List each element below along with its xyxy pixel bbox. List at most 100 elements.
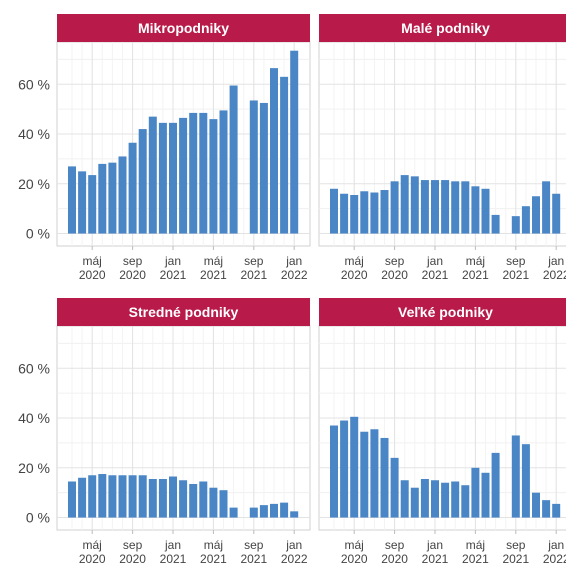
x-tick-label-line: máj bbox=[204, 254, 223, 268]
bar bbox=[552, 503, 561, 518]
panel-header bbox=[319, 298, 566, 326]
y-tick-label: 40 % bbox=[18, 126, 50, 142]
x-tick-label-line: sep bbox=[244, 254, 264, 268]
bar bbox=[400, 175, 409, 234]
bar bbox=[128, 142, 137, 234]
x-tick-label: sep 2021 bbox=[240, 254, 267, 282]
x-tick-label: máj 2020 bbox=[79, 538, 106, 566]
x-tick-label: jan 2021 bbox=[422, 254, 449, 282]
bar bbox=[270, 503, 278, 518]
bar bbox=[451, 481, 460, 518]
x-tick-label-line: jan bbox=[426, 538, 443, 552]
bar bbox=[350, 416, 359, 518]
bar bbox=[179, 480, 188, 518]
y-tick-label: 0 % bbox=[26, 510, 50, 526]
x-tick-label-line: 2020 bbox=[341, 552, 368, 566]
x-tick-label-line: 2020 bbox=[119, 268, 146, 282]
bar bbox=[431, 180, 439, 234]
x-tick-label-line: 2020 bbox=[79, 268, 106, 282]
bar bbox=[461, 485, 470, 518]
x-tick-label-line: 2021 bbox=[462, 552, 489, 566]
x-tick-label-line: jan bbox=[426, 254, 443, 268]
panel-title: Veľké podniky bbox=[398, 304, 493, 320]
x-tick-label-line: 2022 bbox=[281, 552, 308, 566]
bar bbox=[98, 163, 107, 234]
bar bbox=[68, 166, 76, 234]
x-tick-label-line: jan bbox=[164, 254, 181, 268]
bar bbox=[380, 437, 389, 518]
bar bbox=[390, 181, 399, 234]
bar bbox=[471, 186, 480, 234]
bar bbox=[280, 502, 289, 518]
x-tick-label: máj 2021 bbox=[200, 538, 227, 566]
panel-header bbox=[319, 14, 566, 42]
x-tick-label-line: 2021 bbox=[160, 268, 187, 282]
y-tick-label: 40 % bbox=[18, 410, 50, 426]
x-tick-label-line: máj bbox=[345, 254, 364, 268]
bar bbox=[481, 472, 490, 518]
bar bbox=[280, 76, 289, 234]
panel-title: Stredné podniky bbox=[129, 304, 239, 320]
x-tick-label-line: sep bbox=[506, 538, 526, 552]
x-tick-label: sep 2020 bbox=[119, 254, 146, 282]
bar bbox=[270, 68, 278, 234]
x-tick-label: sep 2021 bbox=[502, 254, 529, 282]
bar bbox=[481, 188, 490, 234]
x-tick-label: máj 2020 bbox=[341, 254, 368, 282]
bar bbox=[410, 176, 419, 234]
x-tick-label-line: 2020 bbox=[79, 552, 106, 566]
x-tick-label: máj 2020 bbox=[79, 254, 106, 282]
bar bbox=[521, 206, 530, 234]
bar bbox=[290, 511, 299, 518]
x-tick-label-line: 2021 bbox=[462, 268, 489, 282]
x-tick-label-line: 2021 bbox=[502, 552, 529, 566]
x-tick-label-line: 2021 bbox=[200, 552, 227, 566]
x-tick-label: sep 2020 bbox=[119, 538, 146, 566]
bar bbox=[420, 180, 429, 234]
x-tick-label-line: jan bbox=[547, 254, 564, 268]
bar bbox=[118, 156, 127, 234]
bar bbox=[290, 50, 299, 234]
x-tick-label-line: 2021 bbox=[422, 268, 449, 282]
bar bbox=[330, 188, 338, 234]
bar bbox=[179, 117, 188, 234]
x-tick-label-line: máj bbox=[466, 538, 485, 552]
bar bbox=[370, 429, 379, 518]
x-tick-label-line: máj bbox=[345, 538, 364, 552]
x-tick-label-line: 2022 bbox=[543, 268, 566, 282]
y-tick-label: 60 % bbox=[18, 360, 50, 376]
bar bbox=[158, 479, 167, 518]
x-tick-label-line: sep bbox=[123, 254, 143, 268]
bar bbox=[451, 181, 460, 234]
bar bbox=[511, 435, 520, 518]
bar bbox=[98, 474, 107, 518]
bar bbox=[410, 487, 419, 518]
y-tick-label: 20 % bbox=[18, 176, 50, 192]
panel-title: Mikropodniky bbox=[138, 20, 229, 36]
bar bbox=[532, 492, 540, 518]
x-tick-label-line: jan bbox=[285, 538, 302, 552]
bar bbox=[249, 100, 258, 234]
bar bbox=[441, 482, 450, 518]
y-tick-label: 60 % bbox=[18, 76, 50, 92]
bar bbox=[88, 175, 97, 234]
bar bbox=[491, 214, 500, 234]
x-tick-label-line: 2021 bbox=[422, 552, 449, 566]
x-tick-label: sep 2021 bbox=[240, 538, 267, 566]
bar bbox=[209, 119, 218, 234]
bar bbox=[209, 487, 218, 518]
bar bbox=[219, 110, 228, 234]
x-tick-label-line: jan bbox=[164, 538, 181, 552]
x-tick-label-line: sep bbox=[385, 254, 405, 268]
x-tick-label-line: 2021 bbox=[502, 268, 529, 282]
bar bbox=[340, 193, 349, 234]
bar bbox=[68, 481, 76, 518]
bar bbox=[199, 481, 208, 518]
x-tick-label-line: 2021 bbox=[160, 552, 187, 566]
x-tick-label-line: máj bbox=[466, 254, 485, 268]
panel-header bbox=[57, 298, 310, 326]
